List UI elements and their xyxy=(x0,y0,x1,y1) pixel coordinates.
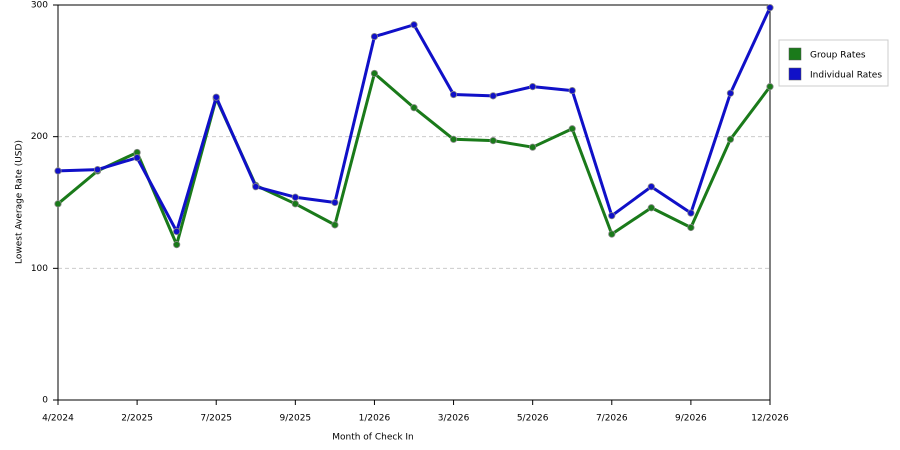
data-point xyxy=(331,221,339,229)
x-tick-label: 9/2025 xyxy=(279,414,311,424)
y-tick-label: 300 xyxy=(31,1,48,11)
data-point xyxy=(489,92,497,100)
series-line xyxy=(57,71,772,247)
data-point xyxy=(608,212,616,220)
data-point xyxy=(726,89,735,97)
data-point xyxy=(766,83,774,91)
data-point xyxy=(568,86,576,95)
data-point xyxy=(93,165,102,174)
data-point xyxy=(647,183,655,191)
legend-swatch xyxy=(788,47,802,61)
data-point xyxy=(687,223,695,232)
data-point xyxy=(608,230,616,238)
x-tick-label: 9/2026 xyxy=(675,414,707,424)
legend-label: Group Rates xyxy=(810,51,866,61)
x-tick-label: 12/2026 xyxy=(751,414,789,424)
data-point xyxy=(370,69,379,78)
data-point xyxy=(212,93,220,101)
x-tick-label: 2/2025 xyxy=(121,414,153,424)
data-point xyxy=(410,21,418,29)
legend-swatch xyxy=(788,67,802,81)
series-line xyxy=(57,7,772,233)
data-point xyxy=(647,204,655,212)
y-axis-label: Lowest Average Rate (USD) xyxy=(15,140,25,264)
data-point xyxy=(291,200,299,208)
y-tick-label: 100 xyxy=(31,264,48,274)
data-point xyxy=(133,154,141,162)
plot-frame xyxy=(57,4,771,401)
legend-label: Individual Rates xyxy=(810,71,882,81)
data-point xyxy=(489,137,497,145)
data-point xyxy=(726,135,735,143)
data-point xyxy=(529,83,537,91)
data-point xyxy=(291,193,299,201)
data-point xyxy=(449,135,458,143)
y-tick-label: 200 xyxy=(31,132,48,142)
data-point xyxy=(173,241,181,249)
data-point xyxy=(370,32,379,41)
data-point xyxy=(449,90,458,99)
data-point xyxy=(410,104,418,112)
data-point xyxy=(568,125,576,133)
y-tick-label: 0 xyxy=(42,396,48,406)
data-point xyxy=(687,209,695,217)
x-tick-label: 3/2026 xyxy=(438,414,470,424)
x-tick-label: 1/2026 xyxy=(359,414,391,424)
x-tick-label: 5/2026 xyxy=(517,414,549,424)
data-point xyxy=(331,198,339,207)
data-point xyxy=(54,167,62,175)
x-tick-label: 7/2026 xyxy=(596,414,628,424)
x-axis-label: Month of Check In xyxy=(332,433,414,443)
x-tick-label: 7/2025 xyxy=(200,414,232,424)
data-point xyxy=(529,143,537,151)
data-point xyxy=(54,200,62,208)
data-point xyxy=(173,227,181,236)
data-point xyxy=(766,4,774,12)
data-point xyxy=(252,183,260,191)
x-tick-label: 4/2024 xyxy=(42,414,74,424)
